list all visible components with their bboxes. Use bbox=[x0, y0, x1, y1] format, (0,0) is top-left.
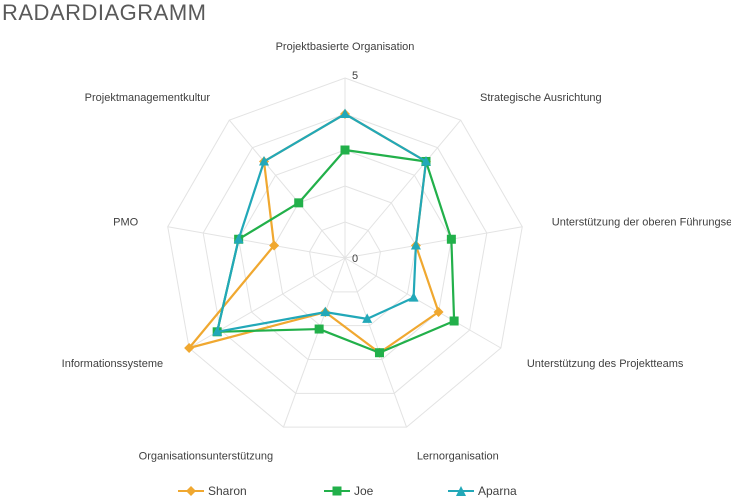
radar-series bbox=[184, 108, 459, 358]
grid-spoke bbox=[228, 119, 346, 259]
data-point bbox=[408, 292, 419, 302]
tick-label-min: 0 bbox=[352, 253, 358, 265]
legend-item-joe: Joe bbox=[324, 484, 373, 498]
axis-label: Organisationsunterstützung bbox=[139, 450, 274, 462]
series-line bbox=[188, 112, 440, 354]
grid-spoke bbox=[282, 257, 346, 428]
data-point bbox=[314, 324, 324, 334]
data-point bbox=[362, 313, 373, 323]
grid-spoke bbox=[344, 257, 408, 428]
data-point bbox=[374, 348, 384, 358]
axis-label: Unterstützung des Projektteams bbox=[527, 358, 684, 370]
legend-label: Aparna bbox=[478, 484, 517, 498]
grid-ring bbox=[238, 149, 452, 360]
data-point bbox=[320, 306, 331, 317]
axis-label: PMO bbox=[113, 217, 139, 229]
grid-spoke bbox=[167, 226, 346, 259]
axis-label: Projektmanagementkultur bbox=[85, 92, 211, 104]
data-point bbox=[269, 240, 280, 251]
radar-spokes bbox=[167, 78, 523, 428]
data-point bbox=[294, 198, 304, 208]
axis-label: Informationssysteme bbox=[62, 358, 163, 370]
grid-spoke bbox=[344, 257, 502, 349]
data-point bbox=[433, 307, 444, 317]
axis-label: Strategische Ausrichtung bbox=[480, 92, 602, 104]
data-point bbox=[212, 326, 223, 336]
radar-ticks: 05 bbox=[352, 70, 358, 265]
legend-label: Joe bbox=[354, 484, 374, 498]
data-point bbox=[420, 155, 431, 166]
data-point bbox=[233, 233, 244, 244]
series-line bbox=[216, 112, 428, 333]
data-point bbox=[446, 234, 456, 244]
chart-title: RADARDIAGRAMM bbox=[2, 0, 207, 25]
grid-spoke bbox=[344, 226, 523, 259]
legend-item-sharon: Sharon bbox=[178, 484, 247, 498]
data-point bbox=[184, 343, 195, 353]
axis-label: Projektbasierte Organisation bbox=[276, 41, 415, 53]
series-aparna bbox=[212, 108, 431, 336]
legend-item-aparna: Aparna bbox=[448, 484, 517, 498]
axis-label: Lernorganisation bbox=[417, 450, 499, 462]
grid-ring bbox=[202, 113, 488, 394]
axis-label: Unterstützung der oberen Führungsebene bbox=[552, 217, 731, 229]
grid-spoke bbox=[344, 119, 462, 259]
tick-label-max: 5 bbox=[352, 70, 358, 82]
legend: Sharon Joe Aparna bbox=[0, 484, 731, 500]
data-point bbox=[410, 239, 421, 250]
data-point bbox=[340, 108, 350, 118]
data-point bbox=[340, 145, 350, 155]
radar-axis-labels: Projektbasierte Organisation Strategische… bbox=[62, 41, 731, 462]
grid-spoke bbox=[188, 257, 346, 349]
grid-ring bbox=[309, 221, 381, 293]
data-point bbox=[259, 155, 270, 166]
legend-label: Sharon bbox=[208, 484, 247, 498]
data-point bbox=[449, 316, 459, 326]
grid-ring bbox=[167, 77, 523, 428]
series-line bbox=[216, 148, 456, 354]
